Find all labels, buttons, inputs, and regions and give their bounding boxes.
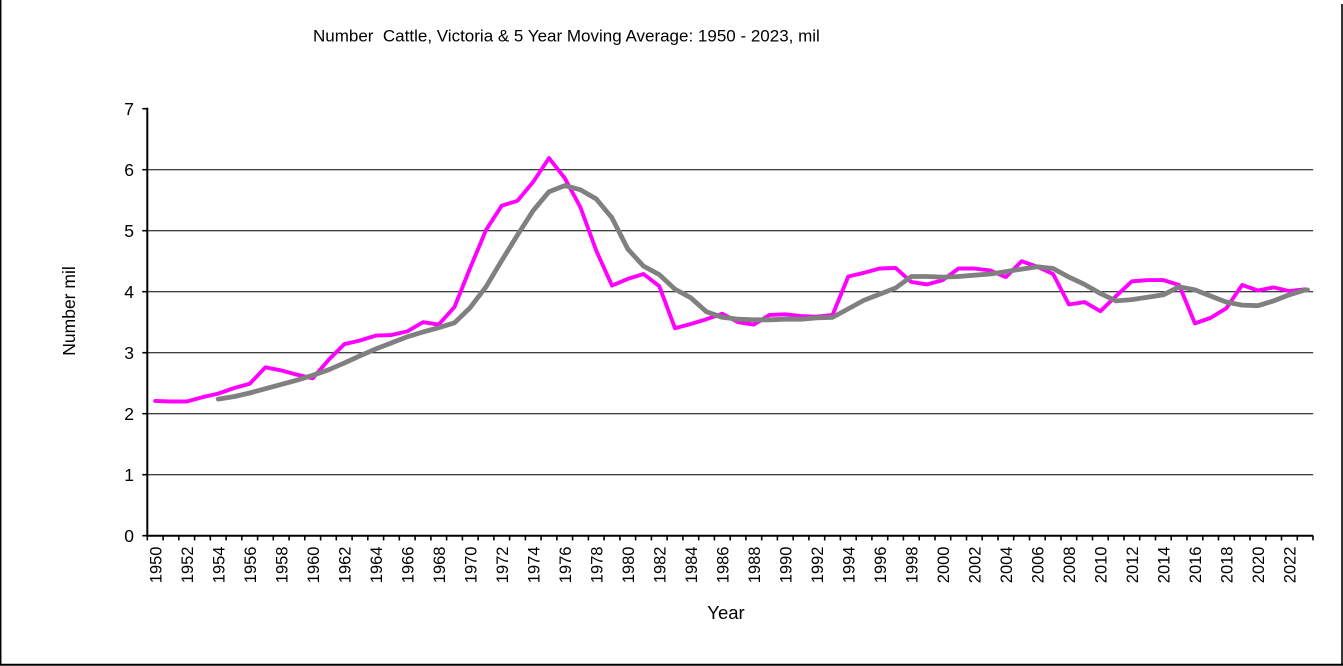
svg-text:1950: 1950 xyxy=(147,547,165,584)
svg-text:2004: 2004 xyxy=(998,547,1016,584)
svg-text:1994: 1994 xyxy=(841,547,859,584)
svg-text:1986: 1986 xyxy=(715,547,733,584)
svg-text:1956: 1956 xyxy=(242,547,260,584)
svg-text:1982: 1982 xyxy=(652,547,670,584)
svg-text:1974: 1974 xyxy=(525,547,543,584)
svg-text:2002: 2002 xyxy=(967,547,985,584)
svg-text:1978: 1978 xyxy=(589,547,607,584)
svg-text:1980: 1980 xyxy=(620,547,638,584)
svg-text:1996: 1996 xyxy=(872,547,890,584)
svg-text:1968: 1968 xyxy=(431,547,449,584)
svg-text:2016: 2016 xyxy=(1187,547,1205,584)
svg-text:Year: Year xyxy=(707,602,744,623)
svg-text:1984: 1984 xyxy=(683,547,701,584)
svg-text:1976: 1976 xyxy=(557,547,575,584)
svg-text:5: 5 xyxy=(124,221,134,241)
svg-text:4: 4 xyxy=(124,282,134,302)
svg-text:2022: 2022 xyxy=(1282,547,1300,584)
svg-text:6: 6 xyxy=(124,160,134,180)
svg-text:2006: 2006 xyxy=(1030,547,1048,584)
svg-text:2000: 2000 xyxy=(935,547,953,584)
svg-text:2018: 2018 xyxy=(1219,547,1237,584)
svg-text:Number mil: Number mil xyxy=(59,266,79,355)
svg-text:1964: 1964 xyxy=(368,547,386,584)
svg-text:3: 3 xyxy=(124,343,134,363)
svg-text:1962: 1962 xyxy=(336,547,354,584)
svg-text:1: 1 xyxy=(124,465,134,485)
svg-text:1970: 1970 xyxy=(462,547,480,584)
svg-text:1952: 1952 xyxy=(179,547,197,584)
svg-text:1992: 1992 xyxy=(809,547,827,584)
svg-text:2: 2 xyxy=(124,404,134,424)
svg-text:1958: 1958 xyxy=(273,547,291,584)
svg-text:2020: 2020 xyxy=(1250,547,1268,584)
svg-text:2010: 2010 xyxy=(1093,547,1111,584)
svg-text:1988: 1988 xyxy=(746,547,764,584)
svg-text:1960: 1960 xyxy=(305,547,323,584)
svg-text:2008: 2008 xyxy=(1061,547,1079,584)
svg-text:0: 0 xyxy=(124,526,134,546)
svg-text:2014: 2014 xyxy=(1156,547,1174,584)
svg-text:2012: 2012 xyxy=(1124,547,1142,584)
svg-text:1954: 1954 xyxy=(210,547,228,584)
svg-text:1998: 1998 xyxy=(904,547,922,584)
svg-text:1972: 1972 xyxy=(494,547,512,584)
svg-text:Number Cattle, Victoria & 5 Y: Number Cattle, Victoria & 5 Year Moving … xyxy=(313,27,820,46)
svg-text:7: 7 xyxy=(124,99,134,119)
svg-text:1990: 1990 xyxy=(778,547,796,584)
svg-text:1966: 1966 xyxy=(399,547,417,584)
